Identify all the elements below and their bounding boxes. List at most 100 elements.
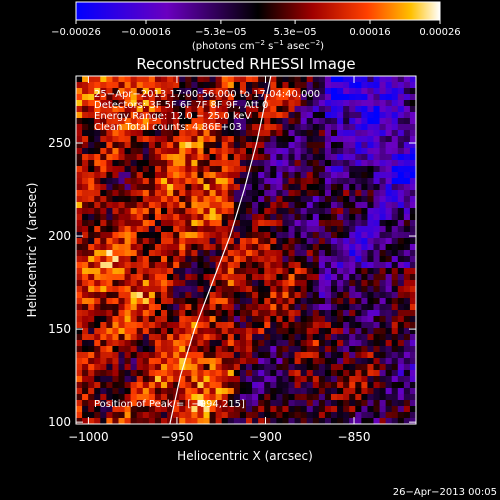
heatmap-cell xyxy=(361,82,369,89)
heatmap-cell xyxy=(300,412,308,419)
heatmap-cell xyxy=(112,220,120,227)
heatmap-cell xyxy=(246,298,253,305)
heatmap-cell xyxy=(233,358,241,365)
heatmap-cell xyxy=(258,334,265,341)
heatmap-cell xyxy=(197,316,205,323)
heatmap-cell xyxy=(209,364,217,371)
heatmap-cell xyxy=(142,208,150,215)
heatmap-cell xyxy=(397,316,405,323)
heatmap-cell xyxy=(167,406,174,413)
heatmap-cell xyxy=(276,358,284,365)
heatmap-cell xyxy=(349,316,356,323)
heatmap-cell xyxy=(203,238,211,245)
heatmap-cell xyxy=(221,394,229,401)
heatmap-cell xyxy=(337,418,344,424)
heatmap-cell xyxy=(179,220,186,227)
heatmap-cell xyxy=(385,202,393,209)
heatmap-cell xyxy=(112,202,120,209)
heatmap-cell xyxy=(136,334,144,341)
heatmap-cell xyxy=(409,310,416,317)
heatmap-cell xyxy=(227,304,235,311)
heatmap-cell xyxy=(209,382,217,389)
heatmap-cell xyxy=(294,178,302,185)
heatmap-cell xyxy=(264,232,271,239)
heatmap-cell xyxy=(294,346,302,353)
heatmap-cell xyxy=(185,172,192,179)
heatmap-cell xyxy=(270,214,277,221)
heatmap-cell xyxy=(215,280,223,287)
heatmap-cell xyxy=(82,364,89,371)
heatmap-cell xyxy=(306,124,314,131)
heatmap-cell xyxy=(136,298,144,305)
heatmap-cell xyxy=(355,202,362,209)
heatmap-cell xyxy=(197,370,205,377)
heatmap-cell xyxy=(349,196,356,203)
heatmap-cell xyxy=(355,376,362,383)
heatmap-cell xyxy=(148,376,156,383)
heatmap-cell xyxy=(300,118,308,125)
heatmap-cell xyxy=(124,226,132,233)
heatmap-cell xyxy=(312,238,320,245)
heatmap-cell xyxy=(379,274,387,281)
heatmap-cell xyxy=(179,184,186,191)
heatmap-cell xyxy=(397,412,405,419)
heatmap-cell xyxy=(167,316,174,323)
heatmap-cell xyxy=(106,232,114,239)
heatmap-cell xyxy=(409,322,416,329)
heatmap-cell xyxy=(349,208,356,215)
heatmap-cell xyxy=(288,202,296,209)
heatmap-cell xyxy=(312,232,320,239)
heatmap-cell xyxy=(124,376,132,383)
heatmap-cell xyxy=(391,94,399,101)
heatmap-cell xyxy=(343,184,350,191)
heatmap-cell xyxy=(197,382,205,389)
heatmap-cell xyxy=(215,328,223,335)
heatmap-cell xyxy=(191,250,199,257)
heatmap-cell xyxy=(76,358,83,365)
heatmap-cell xyxy=(258,160,265,167)
heatmap-cell xyxy=(154,220,162,227)
heatmap-cell xyxy=(82,94,89,101)
heatmap-cell xyxy=(215,286,223,293)
heatmap-cell xyxy=(373,298,381,305)
heatmap-cell xyxy=(118,220,126,227)
heatmap-cell xyxy=(355,388,362,395)
heatmap-cell xyxy=(391,142,399,149)
heatmap-cell xyxy=(306,256,314,263)
heatmap-cell xyxy=(288,76,296,83)
heatmap-cell xyxy=(312,268,320,275)
heatmap-cell xyxy=(106,142,114,149)
heatmap-cell xyxy=(397,370,405,377)
heatmap-cell xyxy=(88,304,95,311)
heatmap-cell xyxy=(161,262,168,269)
heatmap-cell xyxy=(252,100,259,107)
heatmap-cell xyxy=(227,130,235,137)
heatmap-cell xyxy=(203,274,211,281)
heatmap-cell xyxy=(288,220,296,227)
heatmap-cell xyxy=(403,154,411,161)
heatmap-cell xyxy=(215,160,223,167)
heatmap-cell xyxy=(185,232,192,239)
heatmap-cell xyxy=(379,352,387,359)
heatmap-cell xyxy=(233,76,241,83)
heatmap-cell xyxy=(148,298,156,305)
heatmap-cell xyxy=(324,370,332,377)
heatmap-cell xyxy=(82,124,89,131)
heatmap-cell xyxy=(276,172,284,179)
heatmap-cell xyxy=(391,382,399,389)
heatmap-cell xyxy=(179,262,186,269)
heatmap-cell xyxy=(288,136,296,143)
heatmap-cell xyxy=(349,298,356,305)
heatmap-cell xyxy=(312,214,320,221)
heatmap-cell xyxy=(385,190,393,197)
heatmap-cell xyxy=(385,310,393,317)
heatmap-cell xyxy=(294,352,302,359)
heatmap-cell xyxy=(197,130,205,137)
heatmap-cell xyxy=(148,166,156,173)
heatmap-cell xyxy=(233,268,241,275)
heatmap-cell xyxy=(355,184,362,191)
heatmap-cell xyxy=(403,76,411,83)
heatmap-cell xyxy=(203,130,211,137)
heatmap-cell xyxy=(88,244,95,251)
heatmap-cell xyxy=(239,136,247,143)
